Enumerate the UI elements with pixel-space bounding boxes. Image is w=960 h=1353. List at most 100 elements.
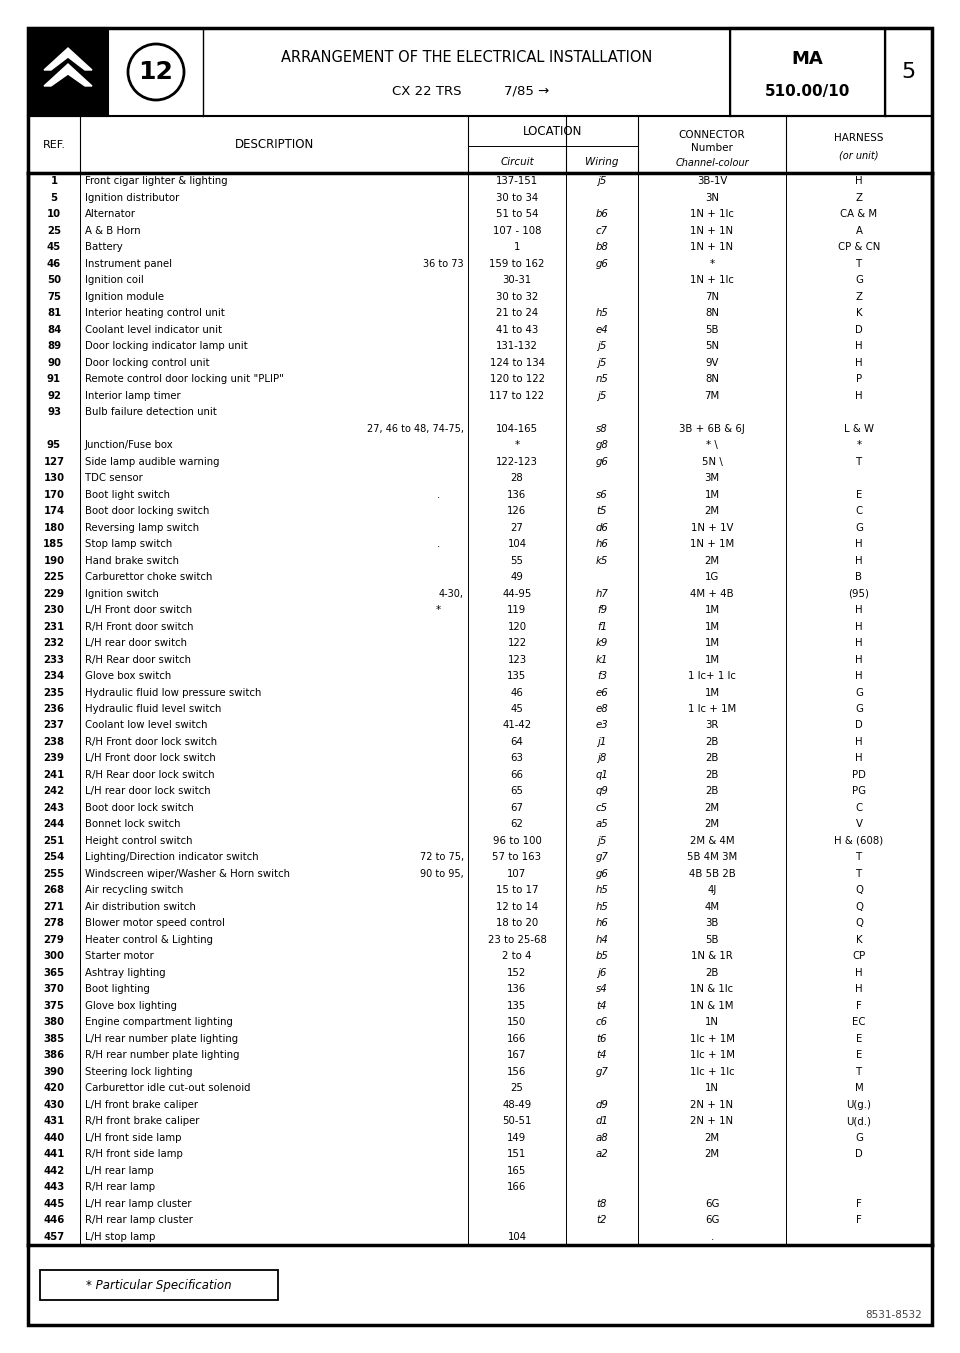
Text: Ignition coil: Ignition coil — [85, 275, 144, 285]
Text: 136: 136 — [508, 490, 527, 499]
Text: a2: a2 — [595, 1149, 609, 1160]
Text: 90 to 95,: 90 to 95, — [420, 869, 464, 879]
Text: e8: e8 — [595, 704, 609, 714]
Text: K: K — [855, 308, 862, 318]
Text: 2M: 2M — [705, 1132, 720, 1143]
Text: 300: 300 — [43, 951, 64, 962]
Text: 117 to 122: 117 to 122 — [490, 391, 544, 400]
Text: U(g.): U(g.) — [847, 1100, 872, 1109]
Text: 72 to 75,: 72 to 75, — [420, 852, 464, 862]
Text: H & (608): H & (608) — [834, 836, 883, 846]
Text: F: F — [856, 1215, 862, 1226]
Text: F: F — [856, 1199, 862, 1208]
Text: 1M: 1M — [705, 621, 720, 632]
Bar — [28, 28, 108, 116]
Text: 1M: 1M — [705, 687, 720, 698]
Text: CONNECTOR: CONNECTOR — [679, 130, 745, 139]
Bar — [40, 1270, 278, 1300]
Text: D: D — [855, 325, 863, 334]
Text: Ignition module: Ignition module — [85, 292, 164, 302]
Text: 1N & 1M: 1N & 1M — [690, 1001, 733, 1011]
Text: F: F — [856, 1001, 862, 1011]
Text: Interior heating control unit: Interior heating control unit — [85, 308, 225, 318]
Text: 27, 46 to 48, 74-75,: 27, 46 to 48, 74-75, — [367, 423, 464, 433]
Text: 2B: 2B — [706, 770, 719, 779]
Text: 251: 251 — [43, 836, 64, 846]
Text: 2M: 2M — [705, 820, 720, 829]
Text: 235: 235 — [43, 687, 64, 698]
Text: g6: g6 — [595, 869, 609, 879]
Text: A: A — [855, 226, 862, 235]
Text: 131-132: 131-132 — [496, 341, 538, 352]
Text: k1: k1 — [596, 655, 609, 664]
Text: t6: t6 — [597, 1034, 608, 1045]
Text: 1N + 1N: 1N + 1N — [690, 226, 733, 235]
Text: Steering lock lighting: Steering lock lighting — [85, 1066, 193, 1077]
Text: 241: 241 — [43, 770, 64, 779]
Text: e3: e3 — [595, 721, 609, 731]
Text: h5: h5 — [595, 308, 609, 318]
Text: 370: 370 — [43, 985, 64, 994]
Text: 96 to 100: 96 to 100 — [492, 836, 541, 846]
Text: DESCRIPTION: DESCRIPTION — [234, 138, 314, 152]
Text: 95: 95 — [47, 440, 61, 451]
Text: L/H rear number plate lighting: L/H rear number plate lighting — [85, 1034, 238, 1045]
Text: Wiring: Wiring — [586, 157, 619, 166]
Text: L/H rear lamp cluster: L/H rear lamp cluster — [85, 1199, 191, 1208]
Text: Carburettor idle cut-out solenoid: Carburettor idle cut-out solenoid — [85, 1084, 251, 1093]
Text: 120: 120 — [508, 621, 527, 632]
Text: 237: 237 — [43, 721, 64, 731]
Text: T: T — [856, 852, 862, 862]
Text: q9: q9 — [595, 786, 609, 797]
Text: HARNESS: HARNESS — [834, 133, 884, 142]
Text: 446: 446 — [43, 1215, 64, 1226]
Text: E: E — [855, 490, 862, 499]
Text: 104-165: 104-165 — [496, 423, 538, 433]
Text: t4: t4 — [597, 1001, 608, 1011]
Text: 234: 234 — [43, 671, 64, 681]
Text: G: G — [855, 275, 863, 285]
Text: 442: 442 — [43, 1166, 64, 1176]
Text: 6G: 6G — [705, 1199, 719, 1208]
Text: 243: 243 — [43, 802, 64, 813]
Text: 49: 49 — [511, 572, 523, 582]
Text: 174: 174 — [43, 506, 64, 515]
Text: 2M: 2M — [705, 802, 720, 813]
Text: e6: e6 — [595, 687, 609, 698]
Text: L/H rear lamp: L/H rear lamp — [85, 1166, 154, 1176]
Text: 2M: 2M — [705, 1149, 720, 1160]
Text: 225: 225 — [43, 572, 64, 582]
Text: 166: 166 — [507, 1183, 527, 1192]
Text: (95): (95) — [849, 589, 870, 598]
Text: s4: s4 — [596, 985, 608, 994]
Text: Heater control & Lighting: Heater control & Lighting — [85, 935, 213, 944]
Text: 165: 165 — [507, 1166, 527, 1176]
Text: Battery: Battery — [85, 242, 123, 252]
Text: L/H front brake caliper: L/H front brake caliper — [85, 1100, 198, 1109]
Text: Q: Q — [855, 902, 863, 912]
Text: Instrument panel: Instrument panel — [85, 258, 172, 269]
Text: 1lc + 1lc: 1lc + 1lc — [689, 1066, 734, 1077]
Text: 268: 268 — [43, 885, 64, 896]
Text: 170: 170 — [43, 490, 64, 499]
Text: k5: k5 — [596, 556, 609, 566]
Text: L/H Front door switch: L/H Front door switch — [85, 605, 192, 616]
Text: 185: 185 — [43, 538, 64, 549]
Text: Number: Number — [691, 143, 732, 153]
Text: 122-123: 122-123 — [496, 456, 538, 467]
Text: R/H front side lamp: R/H front side lamp — [85, 1149, 182, 1160]
Text: 89: 89 — [47, 341, 61, 352]
Text: 1N & 1lc: 1N & 1lc — [690, 985, 733, 994]
Text: 122: 122 — [508, 639, 527, 648]
Text: T: T — [856, 456, 862, 467]
Text: LOCATION: LOCATION — [523, 124, 583, 138]
Text: t8: t8 — [597, 1199, 608, 1208]
Text: Glove box lighting: Glove box lighting — [85, 1001, 177, 1011]
Text: 4B 5B 2B: 4B 5B 2B — [688, 869, 735, 879]
Text: 271: 271 — [43, 902, 64, 912]
Text: 64: 64 — [511, 737, 523, 747]
Text: s6: s6 — [596, 490, 608, 499]
Text: 232: 232 — [43, 639, 64, 648]
Text: 46: 46 — [47, 258, 61, 269]
Text: 3B + 6B & 6J: 3B + 6B & 6J — [679, 423, 745, 433]
